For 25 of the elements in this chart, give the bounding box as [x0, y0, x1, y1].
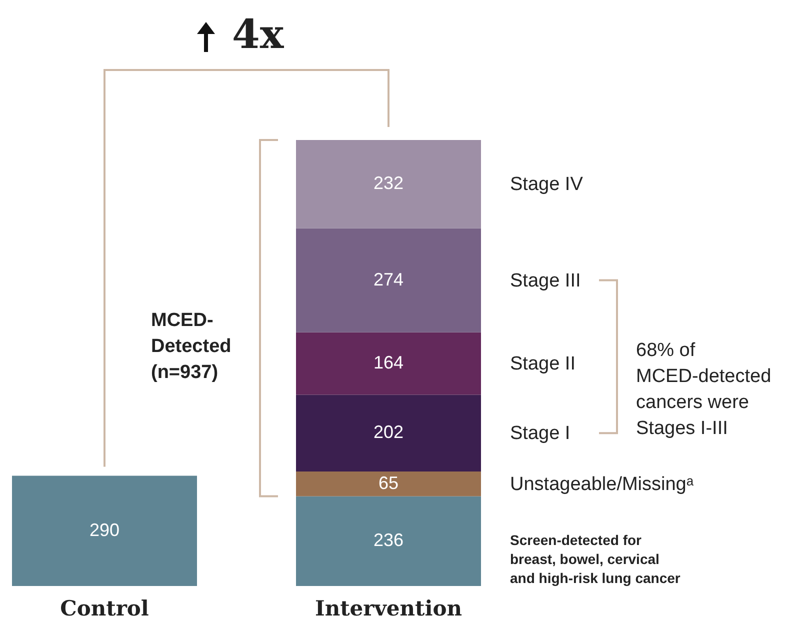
- bar: [296, 140, 481, 228]
- data-label: 274: [373, 269, 404, 290]
- series-label: Unstageable/Missingᵃ: [510, 474, 694, 495]
- text: Screen-detected for breast, bowel, cervical and high-risk lung cancer: [510, 532, 681, 586]
- data-label: 232: [373, 173, 404, 194]
- series-label: Stage I: [510, 423, 570, 444]
- data-label: 236: [373, 530, 404, 550]
- bar: [296, 472, 481, 496]
- bar: [296, 332, 481, 395]
- x-tick-label: Intervention: [315, 596, 462, 620]
- annotation: MCED-Detected (n=937): [151, 310, 232, 383]
- bar: [296, 228, 481, 332]
- x-tick-label: Control: [60, 596, 149, 620]
- data-label: 290: [89, 520, 120, 540]
- data-label: 164: [373, 352, 404, 373]
- series-label: Stage III: [510, 270, 581, 292]
- text: 68% of MCED-detected cancers were Stages I-III: [636, 340, 772, 439]
- data-label: 65: [378, 472, 399, 493]
- text: 4x: [232, 11, 285, 58]
- bar: [296, 496, 481, 586]
- bar: [12, 476, 197, 586]
- data-label: 202: [373, 422, 404, 442]
- series-label: Stage IV: [510, 174, 584, 196]
- bar: [296, 394, 481, 472]
- series-label: Stage II: [510, 354, 576, 375]
